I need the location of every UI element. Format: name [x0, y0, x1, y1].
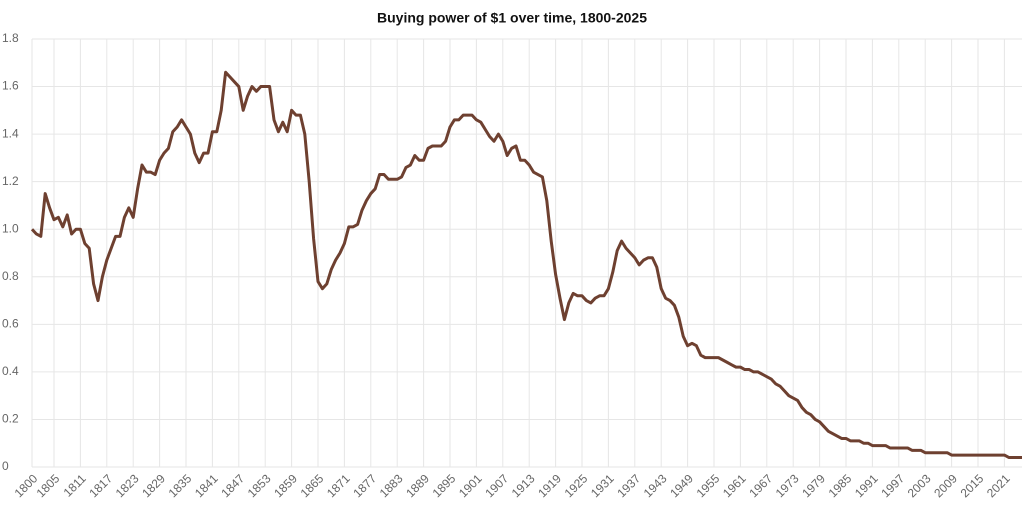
x-tick-label: 1943 [641, 471, 670, 500]
x-tick-label: 1955 [694, 471, 723, 500]
x-tick-label: 1919 [535, 471, 564, 500]
x-tick-label: 1937 [614, 471, 643, 500]
x-tick-label: 2003 [905, 471, 934, 500]
x-tick-label: 1973 [773, 471, 802, 500]
x-tick-label: 1931 [588, 471, 617, 500]
x-tick-label: 1847 [218, 471, 247, 500]
x-tick-label: 1913 [509, 471, 538, 500]
x-tick-label: 1901 [456, 471, 485, 500]
x-tick-label: 1907 [482, 471, 511, 500]
x-tick-label: 1985 [826, 471, 855, 500]
y-tick-label: 1.0 [2, 221, 19, 235]
x-tick-label: 1817 [86, 471, 115, 500]
y-tick-label: 1.8 [2, 31, 19, 45]
x-tick-label: 1871 [324, 471, 353, 500]
x-tick-label: 2009 [931, 471, 960, 500]
x-tick-label: 1889 [403, 471, 432, 500]
x-tick-label: 2021 [984, 471, 1013, 500]
y-tick-label: 0.8 [2, 269, 19, 283]
x-tick-label: 1829 [139, 471, 168, 500]
x-tick-label: 1991 [852, 471, 881, 500]
y-tick-label: 0.6 [2, 317, 19, 331]
y-tick-label: 1.2 [2, 174, 19, 188]
x-tick-label: 1811 [61, 471, 89, 499]
y-tick-label: 0.2 [2, 412, 19, 426]
y-tick-label: 1.6 [2, 79, 19, 93]
x-tick-label: 1949 [667, 471, 696, 500]
x-tick-label: 2015 [958, 471, 987, 500]
x-tick-label: 1883 [377, 471, 406, 500]
x-tick-label: 1805 [34, 471, 63, 500]
x-tick-label: 1835 [166, 471, 195, 500]
x-tick-label: 1800 [12, 471, 41, 500]
chart-title: Buying power of $1 over time, 1800-2025 [377, 10, 647, 26]
y-tick-label: 1.4 [2, 126, 19, 140]
x-tick-label: 1961 [720, 471, 749, 500]
x-tick-label: 1895 [430, 471, 459, 500]
x-tick-label: 1859 [271, 471, 300, 500]
x-tick-label: 1979 [799, 471, 828, 500]
data-line [30, 70, 1022, 459]
x-tick-label: 1853 [245, 471, 274, 500]
x-tick-label: 1865 [298, 471, 327, 500]
y-tick-label: 0 [2, 459, 9, 473]
x-tick-label: 1841 [192, 471, 221, 500]
x-tick-label: 1997 [878, 471, 907, 500]
x-tick-label: 1967 [746, 471, 775, 500]
x-tick-label: 1823 [113, 471, 142, 500]
x-tick-label: 1877 [350, 471, 379, 500]
y-tick-label: 0.4 [2, 364, 19, 378]
x-tick-label: 1925 [562, 471, 591, 500]
